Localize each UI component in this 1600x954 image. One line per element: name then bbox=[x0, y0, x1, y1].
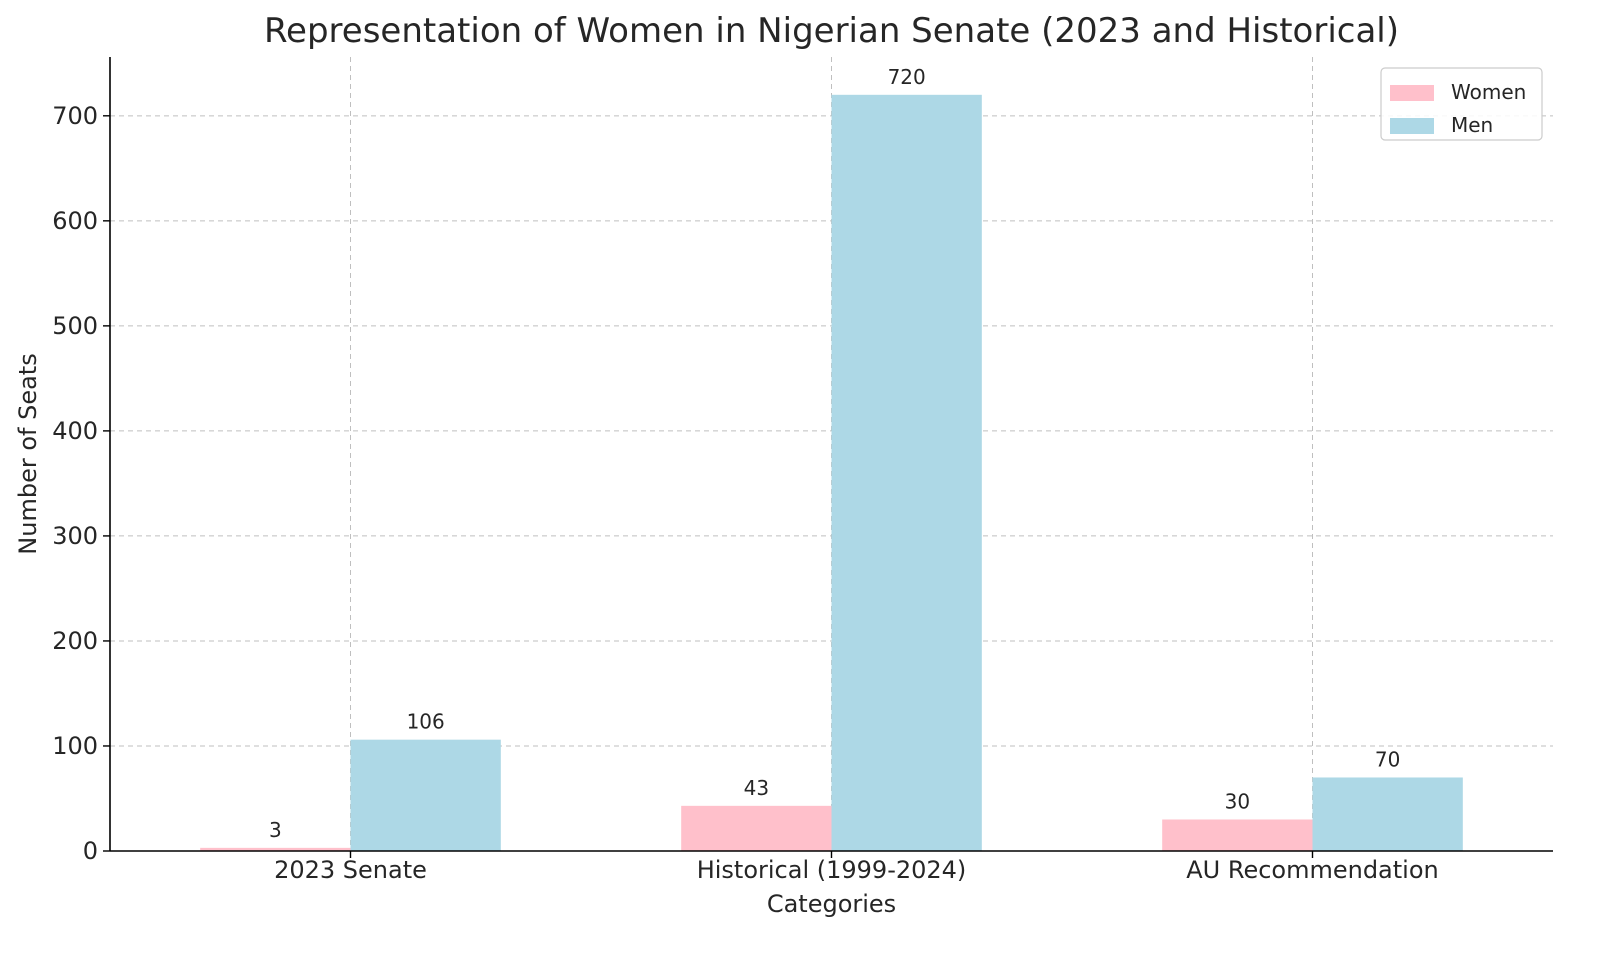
chart-title: Representation of Women in Nigerian Sena… bbox=[264, 11, 1399, 51]
x-tick-label: Historical (1999-2024) bbox=[697, 856, 967, 884]
legend-swatch-women bbox=[1390, 85, 1434, 101]
x-axis-label: Categories bbox=[767, 890, 896, 918]
bar-women-1 bbox=[200, 847, 351, 851]
bars bbox=[200, 94, 1463, 852]
legend-swatch-men bbox=[1390, 118, 1434, 134]
data-label-women-3: 30 bbox=[1225, 789, 1250, 813]
legend-label-women: Women bbox=[1451, 80, 1526, 104]
y-tick-label: 200 bbox=[52, 627, 98, 655]
x-tick-label: AU Recommendation bbox=[1186, 856, 1439, 884]
legend: Women Men bbox=[1380, 67, 1543, 141]
bar-men-3 bbox=[1312, 777, 1463, 851]
y-tick-label: 300 bbox=[52, 522, 98, 550]
data-label-men-3: 70 bbox=[1375, 747, 1400, 771]
y-tick-label: 600 bbox=[52, 207, 98, 235]
y-tick-label: 0 bbox=[83, 837, 98, 865]
bar-women-2 bbox=[681, 805, 832, 851]
x-tick-label: 2023 Senate bbox=[274, 856, 427, 884]
y-tick-label: 500 bbox=[52, 312, 98, 340]
data-label-women-2: 43 bbox=[744, 776, 769, 800]
y-axis-label: Number of Seats bbox=[14, 353, 42, 554]
y-tick-label: 400 bbox=[52, 417, 98, 445]
data-label-men-2: 720 bbox=[888, 65, 926, 89]
data-label-women-1: 3 bbox=[269, 818, 282, 842]
legend-label-men: Men bbox=[1451, 113, 1493, 137]
data-label-men-1: 106 bbox=[407, 710, 445, 734]
y-tick-label: 100 bbox=[52, 732, 98, 760]
data-labels: 3 43 30 106 720 70 bbox=[269, 65, 1400, 842]
axes: 0 100 200 300 400 500 600 700 2023 Senate Histori… bbox=[52, 57, 1553, 884]
bar-men-1 bbox=[350, 739, 501, 851]
bar-women-3 bbox=[1162, 819, 1313, 851]
bar-men-2 bbox=[831, 94, 982, 852]
y-tick-label: 700 bbox=[52, 102, 98, 130]
